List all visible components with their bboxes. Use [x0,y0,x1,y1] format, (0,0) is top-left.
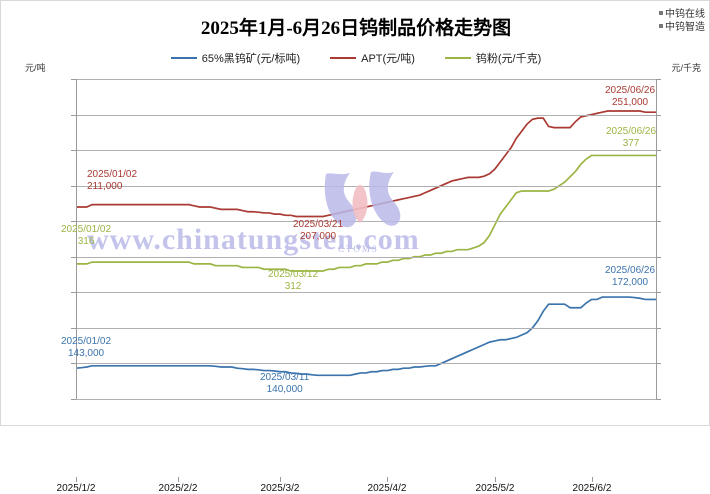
gridline [76,150,656,151]
bullet-icon [659,24,663,29]
line-series-ore [76,296,656,377]
y-tick-right [656,115,661,116]
y-tick-left [71,79,76,80]
y-tick-left [71,363,76,364]
y-tick-left [71,221,76,222]
y-tick-right [656,292,661,293]
line-series-apt [76,110,656,218]
bullet-icon [659,11,663,16]
y-tick-right [656,221,661,222]
annotation-powder-min: 2025/03/12 312 [268,269,319,292]
annotation-ore-end: 2025/06/26 172,000 [605,265,656,288]
x-tick [495,477,496,482]
y-tick-left [71,257,76,258]
line-series-powder [76,154,656,272]
x-tick [178,477,179,482]
legend-label-apt: APT(元/吨) [361,53,415,65]
x-axis-tick-label: 2025/1/2 [56,483,96,494]
legend-swatch-apt [330,57,357,59]
x-tick [280,477,281,482]
brand-line-2: 中钨智造 [659,21,705,34]
gridline [76,115,656,116]
y-tick-right [656,257,661,258]
gridline [76,399,656,400]
y-tick-right [656,363,661,364]
legend-item-apt[interactable]: APT(元/吨) [330,50,415,66]
annotation-ore-min: 2025/03/11 140,000 [260,372,310,395]
series-lines [76,110,656,377]
brand-block: 中钨在线 中钨智造 [659,8,705,34]
gridline [76,79,656,80]
x-axis-tick-label: 2025/6/2 [572,483,612,494]
annotation-apt-end: 2025/06/26 251,000 [605,85,656,108]
brand-line-1: 中钨在线 [659,8,705,21]
legend-item-ore[interactable]: 65%黑钨矿(元/标吨) [170,50,301,66]
annotation-ore-start: 2025/01/02 143,000 [61,336,112,359]
y-tick-left [71,150,76,151]
gridline [76,328,656,329]
y-tick-left [71,186,76,187]
y-tick-left [71,328,76,329]
legend-swatch-ore [170,57,197,59]
annotation-apt-min: 2025/03/21 207,000 [293,219,344,242]
x-tick [76,477,77,482]
gridline [76,363,656,364]
y-tick-left [71,399,76,400]
plot-area: 265,000250,000235,000220,000205,000190,0… [57,79,661,494]
page-title: 2025年1月-6月26日钨制品价格走势图 [200,18,512,39]
x-tick [592,477,593,482]
gridline [76,221,656,222]
gridline [76,257,656,258]
x-axis-tick-label: 2025/4/2 [367,483,407,494]
x-tick [387,477,388,482]
legend-swatch-powder [444,57,471,59]
y-tick-right [656,186,661,187]
y-tick-right [656,399,661,400]
y-tick-left [71,292,76,293]
annotation-powder-start: 2025/01/02 316 [61,224,112,247]
y-tick-right [656,79,661,80]
legend-item-powder[interactable]: 钨粉(元/千克) [444,50,542,66]
x-axis-tick-label: 2025/2/2 [158,483,198,494]
y-axis-left-unit: 元/吨 [25,63,46,73]
y-tick-right [656,150,661,151]
y-tick-right [656,328,661,329]
legend-label-ore: 65%黑钨矿(元/标吨) [201,53,301,65]
y-axis-right-unit: 元/千克 [671,63,701,73]
x-axis-tick-label: 2025/5/2 [475,483,515,494]
gridline [76,292,656,293]
x-axis-tick-label: 2025/3/2 [260,483,300,494]
annotation-powder-end: 2025/06/26 377 [606,126,657,149]
axis-line-left [76,79,77,399]
legend-label-powder: 钨粉(元/千克) [475,53,542,65]
chart-legend: 65%黑钨矿(元/标吨) APT(元/吨) 钨粉(元/千克) [1,50,710,66]
gridline [76,186,656,187]
axis-line-right [656,79,657,399]
y-tick-left [71,115,76,116]
annotation-apt-start: 2025/01/02 211,000 [87,169,138,192]
